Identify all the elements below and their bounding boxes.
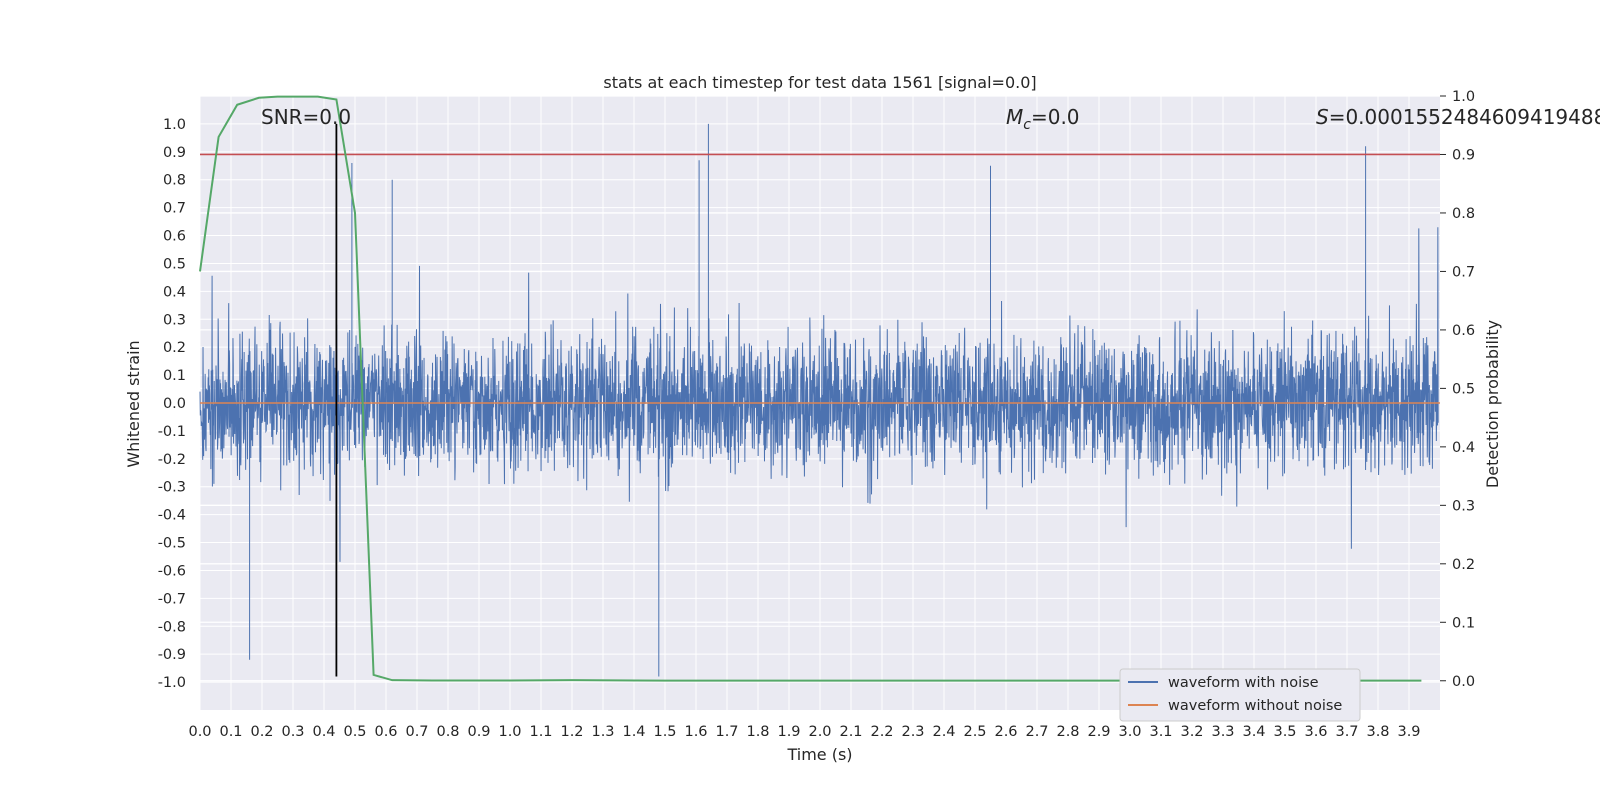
y-tick-label: -0.2 [158, 452, 186, 468]
x-tick-label: 2.3 [901, 724, 924, 740]
y-tick-label: -0.8 [158, 619, 186, 635]
y2-tick-label: 0.6 [1452, 323, 1475, 339]
x-tick-label: 1.9 [777, 724, 800, 740]
x-tick-label: 2.1 [839, 724, 862, 740]
x-tick-label: 2.8 [1056, 724, 1079, 740]
x-tick-label: 3.7 [1335, 724, 1358, 740]
x-tick-label: 2.4 [932, 724, 955, 740]
mc-subscript: c [1023, 117, 1031, 133]
legend: waveform with noise waveform without noi… [1119, 668, 1361, 722]
x-tick-label: 3.5 [1273, 724, 1296, 740]
s-value: =0.00015524846094194889 [1329, 105, 1600, 129]
y-tick-label: -1.0 [158, 675, 186, 691]
x-tick-label: 2.0 [808, 724, 831, 740]
y-tick-label: -0.1 [158, 424, 186, 440]
x-tick-label: 2.5 [963, 724, 986, 740]
y-tick-label: -0.4 [158, 508, 186, 524]
x-tick-label: 3.8 [1366, 724, 1389, 740]
y2-tick-labels: 1.0 0.9 0.8 0.7 0.6 0.5 0.4 0.3 0.2 0.1 0.0 [1440, 89, 1475, 690]
s-annotation: S=0.00015524846094194889 [1316, 105, 1600, 129]
x-tick-label: 2.7 [1025, 724, 1048, 740]
x-tick-label: 3.2 [1180, 724, 1203, 740]
y2-tick-label: 0.8 [1452, 206, 1475, 222]
y-tick-label: -0.3 [158, 480, 186, 496]
y-tick-label: 1.0 [163, 117, 186, 133]
y2-tick-label: 0.0 [1452, 674, 1475, 690]
x-tick-label: 3.3 [1211, 724, 1234, 740]
x-tick-label: 2.2 [870, 724, 893, 740]
x-tick-label: 2.9 [1087, 724, 1110, 740]
x-tick-label: 0.6 [374, 724, 397, 740]
x-tick-label: 2.6 [994, 724, 1017, 740]
y-tick-label: 0.8 [163, 173, 186, 189]
x-tick-label: 0.4 [312, 724, 335, 740]
x-tick-label: 0.1 [219, 724, 242, 740]
y-tick-label: 0.0 [163, 396, 186, 412]
y-tick-label: -0.7 [158, 591, 186, 607]
x-tick-label: 0.7 [405, 724, 428, 740]
s-symbol: S [1316, 105, 1329, 129]
x-tick-label: 0.9 [467, 724, 490, 740]
y-tick-label: 0.6 [163, 229, 186, 245]
y2-tick-label: 1.0 [1452, 89, 1475, 105]
x-tick-label: 3.0 [1118, 724, 1141, 740]
snr-annotation: SNR=0.0 [261, 105, 351, 129]
y-tick-labels: 1.0 0.9 0.8 0.7 0.6 0.5 0.4 0.3 0.2 0.1 0.0 -0.1 -0.… [158, 117, 186, 691]
x-tick-label: 3.1 [1149, 724, 1172, 740]
x-tick-label: 1.4 [622, 724, 645, 740]
x-tick-label: 1.7 [715, 724, 738, 740]
x-tick-label: 0.3 [281, 724, 304, 740]
y-tick-label: 0.3 [163, 312, 186, 328]
y2-tick-label: 0.1 [1452, 615, 1475, 631]
y2-tick-label: 0.3 [1452, 498, 1475, 514]
y2-tick-label: 0.4 [1452, 440, 1475, 456]
legend-box [1119, 668, 1361, 722]
x-tick-label: 1.0 [498, 724, 521, 740]
mc-symbol: M [1006, 105, 1023, 129]
waveform-with-noise-line [199, 123, 1439, 677]
overlays [199, 95, 1440, 682]
y-tick-label: 0.2 [163, 340, 186, 356]
legend-label-noise: waveform with noise [1168, 675, 1319, 691]
x-tick-label: 1.2 [560, 724, 583, 740]
x-tick-label: 1.8 [746, 724, 769, 740]
x-tick-label: 3.6 [1304, 724, 1327, 740]
y-tick-label: 0.7 [163, 201, 186, 217]
y2-tick-label: 0.5 [1452, 381, 1475, 397]
legend-label-clean: waveform without noise [1168, 698, 1342, 714]
detection-probability-line [199, 95, 1422, 682]
x-tick-label: 0.8 [436, 724, 459, 740]
y2-axis-label: Detection probability [1483, 320, 1502, 488]
x-tick-label: 1.3 [591, 724, 614, 740]
y-tick-label: 0.9 [163, 145, 186, 161]
y2-tick-label: 0.2 [1452, 557, 1475, 573]
x-tick-label: 3.4 [1242, 724, 1265, 740]
mc-annotation: Mc=0.0 [1006, 105, 1080, 133]
x-tick-label: 0.5 [343, 724, 366, 740]
x-tick-labels: 0.0 0.1 0.2 0.3 0.4 0.5 0.6 0.7 0.8 0.9 1.0 1.1 1.2 1… [188, 724, 1420, 740]
y-tick-label: 0.1 [163, 368, 186, 384]
x-tick-label: 0.2 [250, 724, 273, 740]
y2-tick-label: 0.7 [1452, 264, 1475, 280]
chart-title: stats at each timestep for test data 156… [603, 73, 1036, 92]
y-tick-label: 0.5 [163, 256, 186, 272]
noise-series [199, 123, 1439, 677]
x-axis-label: Time (s) [786, 745, 852, 764]
y-axis-label: Whitened strain [124, 340, 143, 467]
x-tick-label: 1.6 [684, 724, 707, 740]
x-tick-label: 0.0 [188, 724, 211, 740]
y-tick-label: -0.5 [158, 536, 186, 552]
y-tick-label: -0.6 [158, 563, 186, 579]
x-tick-label: 3.9 [1397, 724, 1420, 740]
y-tick-label: 0.4 [163, 284, 186, 300]
x-tick-label: 1.1 [529, 724, 552, 740]
y-tick-label: -0.9 [158, 647, 186, 663]
x-tick-label: 1.5 [653, 724, 676, 740]
mc-value: =0.0 [1031, 105, 1080, 129]
y2-tick-label: 0.9 [1452, 147, 1475, 163]
